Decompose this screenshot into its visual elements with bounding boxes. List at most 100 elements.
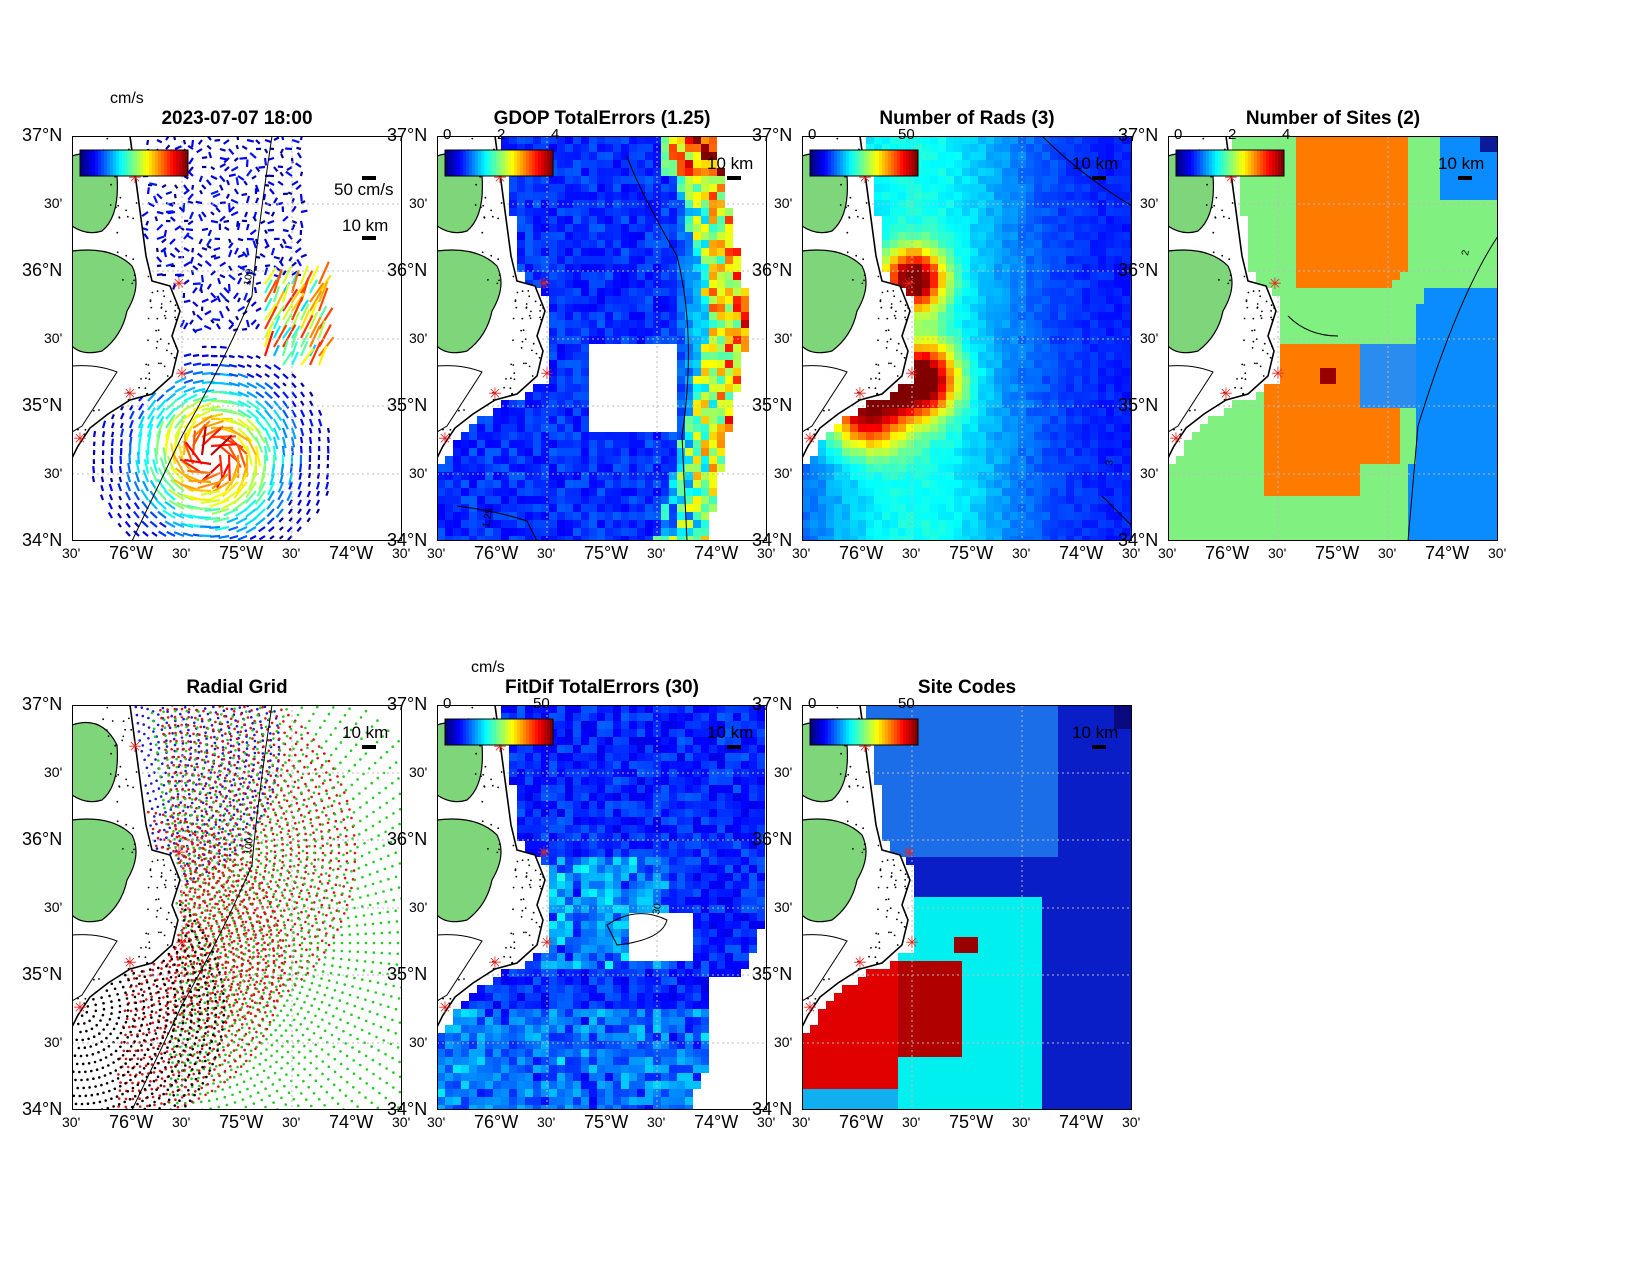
latitude-tick-label: 30' [409,330,428,346]
land-mid [437,249,502,354]
scale-bar [1092,176,1106,180]
latitude-tick-label: 30' [44,465,63,481]
axes-frame [802,136,1132,541]
land-mass [802,705,911,1035]
land-mid [72,818,137,923]
axes-frame [72,705,402,1110]
radar-site-marker: ✳ [73,1000,86,1017]
longitude-tick-label: 74°W [1059,543,1104,563]
radar-site-marker: ✳ [537,845,550,862]
longitude-tick-label: 75°W [584,1112,629,1132]
radar-site-marker: ✳ [905,366,918,383]
radar-site-marker: ✳ [1219,386,1232,403]
longitude-tick-label: 76°W [474,543,519,563]
scale-bar-label: 10 km [707,154,754,173]
panel-title: Site Codes [917,677,1017,698]
radar-site-marker: ✳ [128,739,141,756]
longitude-tick-label: 75°W [949,543,994,563]
radar-site-marker: ✳ [853,386,866,403]
land-mass [802,136,911,466]
colorbar-tick-label: 0 [443,695,452,712]
scale-vector-label: 50 cm/s [334,180,394,199]
contour-line: 100 [131,136,273,541]
map-axes: ✳✳✳✳✳1.25 [437,136,767,541]
radar-site-marker: ✳ [488,955,501,972]
colorbar-tick-label: 50 [898,126,915,143]
longitude-tick-label: 30' [792,545,811,561]
radar-site-marker: ✳ [540,935,553,952]
radial-grid-dots [72,705,402,1110]
longitude-tick-label: 30' [647,545,666,561]
land-north [72,721,119,803]
panel-title: Radial Grid [186,677,288,698]
longitude-tick-label: 74°W [694,1112,739,1132]
latitude-tick-label: 30' [44,1034,63,1050]
radar-site-marker: ✳ [1169,431,1182,448]
colorbar-tick-label: 50 [533,695,550,712]
radar-site-marker: ✳ [1271,366,1284,383]
radar-site-marker: ✳ [172,845,185,862]
site-count-cells [1168,136,1498,541]
longitude-tick-label: 74°W [329,543,374,563]
longitude-tick-label: 74°W [694,543,739,563]
longitude-tick-label: 75°W [219,1112,264,1132]
longitude-tick-label: 30' [757,1114,776,1130]
scale-bar [362,745,376,749]
latitude-tick-label: 37°N [387,694,428,714]
contour-line: 30 [606,902,668,946]
colorbar-tick-label: 0 [808,695,817,712]
latitude-tick-label: 36°N [22,829,63,849]
radar-site-marker: ✳ [537,276,550,293]
colorbar-tick-label: 0 [808,126,817,143]
longitude-tick-label: 30' [1378,545,1397,561]
panel-title: Number of Sites (2) [1245,108,1421,129]
radar-site-marker: ✳ [172,276,185,293]
radar-site-marker: ✳ [905,935,918,952]
panel-title: FitDif TotalErrors (30) [505,677,699,698]
longitude-tick-label: 30' [792,1114,811,1130]
latitude-tick-label: 35°N [1118,395,1159,415]
axes-frame [437,136,767,541]
longitude-tick-label: 30' [1158,545,1177,561]
latitude-tick-label: 34°N [752,1099,793,1119]
longitude-tick-label: 30' [427,1114,446,1130]
latitude-tick-label: 30' [774,764,793,780]
longitude-tick-label: 30' [647,1114,666,1130]
land-mid [1168,249,1233,354]
coastline [437,705,546,1028]
longitude-tick-label: 30' [1012,545,1031,561]
land-mass [72,705,181,1035]
contour-label: 1.25 [481,507,495,529]
latitude-tick-label: 36°N [387,829,428,849]
colorbar [444,149,554,177]
radar-site-marker: ✳ [803,431,816,448]
land-south [72,934,118,1002]
longitude-tick-label: 76°W [839,1112,884,1132]
colorbar [809,718,919,746]
scale-bar-label: 10 km [342,216,389,235]
land-mid [72,249,137,354]
radar-site-marker: ✳ [902,845,915,862]
longitude-tick-label: 74°W [329,1112,374,1132]
radar-site-marker: ✳ [123,386,136,403]
longitude-tick-label: 30' [392,1114,411,1130]
radar-site-marker: ✳ [803,1000,816,1017]
latitude-tick-label: 30' [774,330,793,346]
latitude-tick-label: 35°N [387,395,428,415]
longitude-tick-label: 30' [1012,1114,1031,1130]
latitude-tick-label: 36°N [387,260,428,280]
latitude-tick-label: 30' [1140,330,1159,346]
scale-bar-label: 10 km [1072,154,1119,173]
latitude-tick-label: 30' [774,1034,793,1050]
land-mid [802,249,867,354]
longitude-tick-label: 30' [1488,545,1507,561]
longitude-tick-label: 75°W [949,1112,994,1132]
heatmap-cells [437,705,765,1110]
scale-bar [727,745,741,749]
longitude-tick-label: 30' [1122,545,1141,561]
longitude-tick-label: 30' [1268,545,1287,561]
radar-site-marker: ✳ [1268,276,1281,293]
map-axes: ✳ ✳ ✳ ✳ ✳ 100 [72,705,402,1110]
latitude-tick-label: 34°N [22,530,63,550]
